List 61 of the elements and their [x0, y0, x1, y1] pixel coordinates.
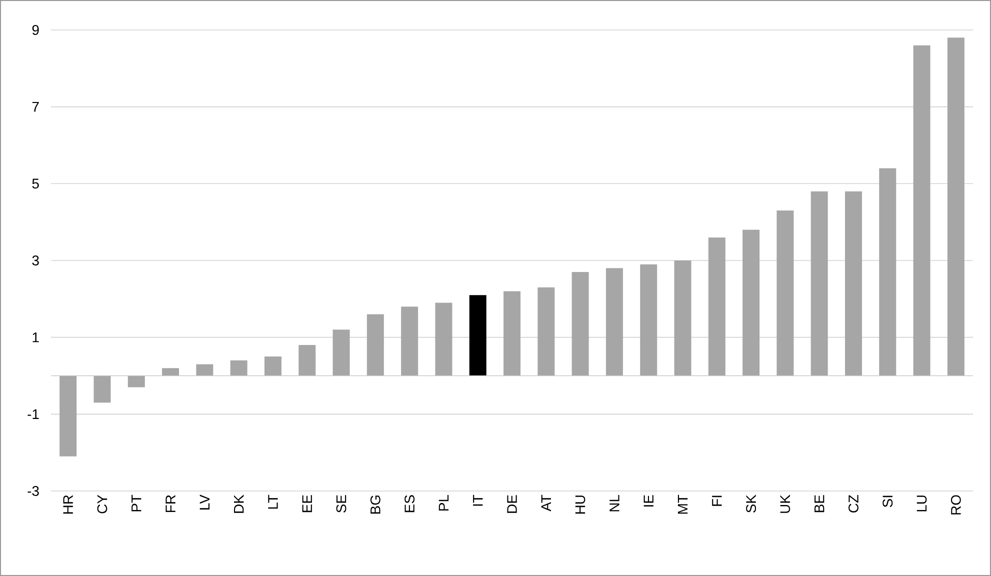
bar [742, 230, 760, 376]
y-tick-label: 3 [32, 256, 39, 266]
bar [230, 360, 248, 376]
bar [298, 345, 316, 376]
bar [264, 356, 282, 376]
x-tick-label: EE [302, 495, 312, 512]
x-tick-label: MT [678, 494, 688, 514]
bar [162, 368, 180, 376]
y-tick-label: 7 [32, 102, 39, 112]
bar [538, 287, 555, 376]
x-tick-label: LT [268, 494, 278, 509]
bar [504, 291, 521, 376]
x-tick-label: SK [746, 494, 756, 513]
bar [94, 376, 111, 403]
x-tick-label: ES [404, 495, 415, 512]
x-tick-label: HR [63, 495, 73, 514]
y-tick-label: 5 [32, 178, 39, 189]
x-tick-label: UK [780, 494, 790, 513]
bar [469, 295, 486, 376]
bar [572, 272, 589, 376]
bar [879, 168, 896, 376]
y-tick-label: -3 [28, 486, 39, 496]
bar [401, 306, 418, 376]
x-tick-label: CZ [848, 494, 858, 512]
bar [844, 191, 862, 376]
x-tick-label: FR [166, 495, 176, 512]
bar [366, 314, 384, 376]
x-tick-label: BE [814, 495, 824, 512]
x-tick-label: HU [575, 496, 586, 514]
x-tick-label: FI [712, 496, 722, 506]
bar [913, 45, 930, 376]
x-tick-label: BG [370, 496, 380, 514]
y-tick-label: 1 [32, 332, 39, 342]
bar [606, 268, 623, 376]
x-tick-label: IE [644, 495, 654, 506]
x-tick-label: SE [336, 495, 346, 513]
bar [810, 191, 828, 376]
bar [947, 38, 964, 376]
bar [196, 364, 214, 376]
bar [60, 376, 77, 456]
bar [708, 237, 726, 376]
x-tick-label: CY [97, 494, 108, 514]
x-tick-label: DE [507, 495, 517, 513]
x-tick-label: PL [438, 494, 449, 511]
x-tick-label: SI [882, 496, 893, 508]
bar [332, 330, 350, 376]
x-tick-label: LV [200, 494, 210, 510]
x-tick-label: DK [234, 494, 244, 513]
bar [776, 210, 794, 376]
y-tick-label: 9 [32, 25, 39, 35]
bar [674, 260, 692, 376]
x-tick-label: AT [541, 494, 551, 512]
x-tick-label: NL [610, 495, 620, 512]
bar [128, 376, 145, 388]
x-tick-label: LU [916, 496, 927, 512]
x-tick-label: RO [950, 495, 961, 514]
x-tick-label: PT [132, 494, 142, 512]
x-tick-label: IT [473, 494, 483, 506]
bar [640, 264, 658, 376]
bar [435, 302, 452, 376]
y-tick-label: -1 [28, 409, 39, 419]
